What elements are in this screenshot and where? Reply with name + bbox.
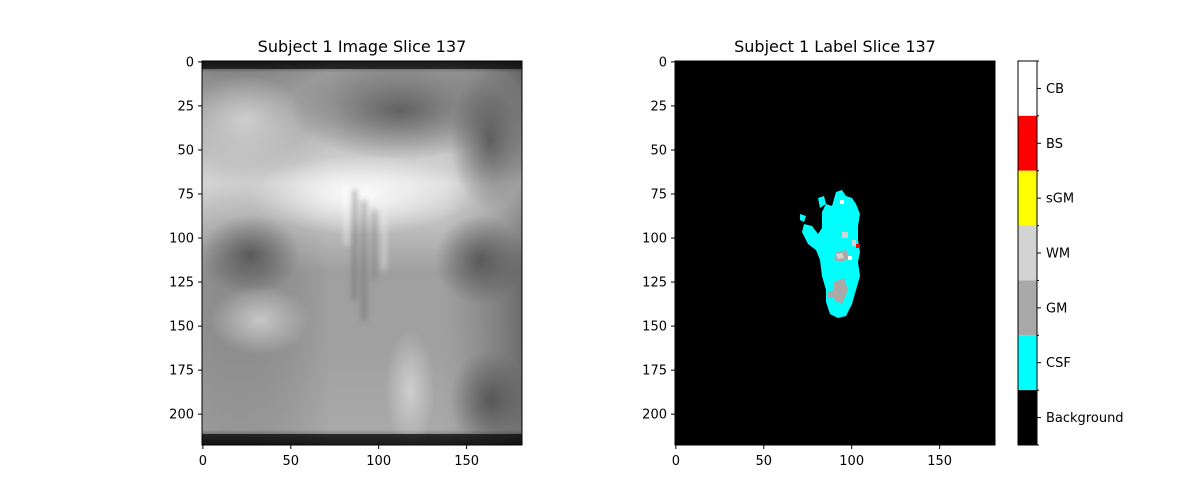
colorbar-frame [1017, 60, 1038, 446]
colorbar-swatch [1018, 280, 1037, 336]
left_panel-y-tick-label: 50 [177, 143, 194, 158]
right_panel-y-tick-label: 125 [642, 276, 667, 291]
left_panel-y-tick-label: 75 [177, 187, 194, 202]
colorbar-swatch [1018, 61, 1037, 116]
left-axes-frame [201, 60, 523, 446]
right_panel-y-tick-label: 200 [642, 408, 667, 423]
left_panel-y-tick-label: 25 [177, 99, 194, 114]
colorbar-label: BS [1046, 137, 1063, 152]
colorbar-swatch [1018, 335, 1037, 391]
colorbar-label: GM [1046, 301, 1067, 316]
right_panel-x-tick-label: 150 [927, 454, 952, 469]
right-y-axis: 0 25 50 75 100 125 150 175 200 [642, 55, 675, 423]
right_panel-x-tick-label: 50 [756, 454, 773, 469]
colorbar-swatch [1018, 225, 1037, 281]
colorbar-label: WM [1046, 247, 1070, 262]
right_panel-y-tick-label: 25 [650, 99, 667, 114]
colorbar-label: sGM [1046, 192, 1074, 207]
right-panel-title: Subject 1 Label Slice 137 [734, 37, 936, 56]
right_panel-y-tick-label: 100 [642, 232, 667, 247]
left_panel-x-tick-label: 150 [454, 454, 479, 469]
colorbar-swatch [1018, 390, 1037, 445]
right-axes-frame [674, 60, 996, 446]
left_panel-y-tick-label: 125 [169, 276, 194, 291]
left-panel-title: Subject 1 Image Slice 137 [258, 37, 467, 56]
right_panel-y-tick-label: 50 [650, 143, 667, 158]
colorbar-label: CB [1046, 82, 1064, 97]
left_panel-y-tick-label: 175 [169, 364, 194, 379]
left_panel-y-tick-label: 0 [186, 55, 194, 70]
right_panel-x-tick-label: 0 [672, 454, 680, 469]
left-x-axis: 0 50 100 150 [199, 445, 479, 469]
colorbar-swatch [1018, 170, 1037, 226]
left_panel-x-tick-label: 100 [366, 454, 391, 469]
left_panel-y-tick-label: 150 [169, 320, 194, 335]
right_panel-y-tick-label: 175 [642, 364, 667, 379]
right_panel-x-tick-label: 100 [839, 454, 864, 469]
left_panel-y-tick-label: 200 [169, 408, 194, 423]
left-y-axis: 0 25 50 75 100 125 150 175 200 [169, 55, 202, 423]
segmentation-region [800, 190, 860, 318]
colorbar: CB BS sGM WM GM CSF Background [1017, 60, 1124, 446]
left_panel-x-tick-label: 50 [283, 454, 300, 469]
colorbar-label: CSF [1046, 356, 1071, 371]
mri-image [202, 61, 522, 445]
left_panel-y-tick-label: 100 [169, 232, 194, 247]
left_panel-x-tick-label: 0 [199, 454, 207, 469]
right_panel-y-tick-label: 150 [642, 320, 667, 335]
colorbar-swatch [1018, 115, 1037, 171]
right_panel-y-tick-label: 0 [659, 55, 667, 70]
right-x-axis: 0 50 100 150 [672, 445, 952, 469]
right_panel-y-tick-label: 75 [650, 187, 667, 202]
colorbar-label: Background [1046, 411, 1124, 426]
